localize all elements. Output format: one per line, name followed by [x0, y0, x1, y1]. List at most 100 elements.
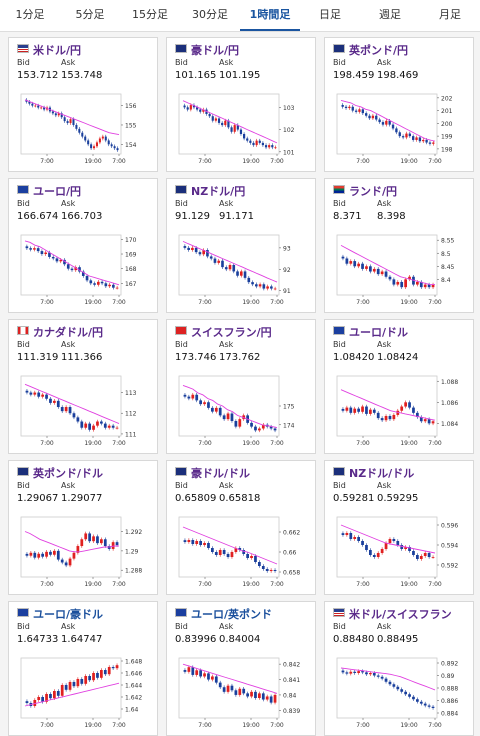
tab-timeframe[interactable]: 月足: [439, 8, 461, 21]
candle-body: [400, 406, 404, 411]
y-tick-label: 0.592: [441, 563, 458, 570]
candle-body: [232, 265, 236, 272]
currency-pair-link[interactable]: ユーロ/円: [17, 183, 81, 199]
candle-body: [238, 419, 242, 427]
currency-pair-name[interactable]: カナダドル/円: [33, 326, 104, 339]
candle-body: [431, 284, 435, 288]
candle-body: [218, 550, 222, 555]
rate-card[interactable]: ユーロ/豪ドル Bid Ask 1.64733 1.64747 1.648 1.646 1.6…: [8, 601, 158, 736]
currency-pair-link[interactable]: 米ドル/円: [17, 42, 81, 58]
candle-body: [431, 421, 435, 424]
candle-body: [396, 541, 400, 545]
currency-pair-name[interactable]: ユーロ/英ポンド: [191, 608, 273, 621]
rate-card[interactable]: 英ポンド/ドル Bid Ask 1.29067 1.29077 1.292 1.29 1.28…: [8, 460, 158, 595]
candle-body: [254, 556, 257, 562]
tab-timeframe[interactable]: 30分足: [192, 8, 228, 21]
currency-pair-link[interactable]: ランド/円: [333, 183, 397, 199]
candle-body: [236, 271, 239, 276]
moving-average-line: [182, 526, 278, 565]
currency-pair-link[interactable]: 米ドル/スイスフラン: [333, 606, 452, 622]
rate-card[interactable]: 豪ドル/ドル Bid Ask 0.65809 0.65818 0.662 0.66 0.658…: [166, 460, 316, 595]
ask-label: Ask: [219, 58, 234, 67]
currency-pair-name[interactable]: ユーロ/円: [33, 185, 82, 198]
tab-timeframe[interactable]: 5分足: [75, 8, 105, 21]
currency-pair-link[interactable]: スイスフラン/円: [175, 324, 272, 340]
currency-pair-link[interactable]: 豪ドル/ドル: [175, 465, 250, 481]
currency-pair-name[interactable]: 米ドル/円: [33, 44, 82, 57]
currency-pair-name[interactable]: NZドル/円: [191, 185, 246, 198]
rate-card[interactable]: ランド/円 Bid Ask 8.371 8.398 8.55 8.5 8.45 8.4 7:00 1…: [324, 178, 474, 313]
ask-price: 0.84004: [219, 634, 261, 645]
currency-pair-link[interactable]: 豪ドル/円: [175, 42, 239, 58]
candle-body: [365, 545, 368, 550]
rate-card[interactable]: NZドル/円 Bid Ask 91.129 91.171 93 92 91 7:00 19:00 7…: [166, 178, 316, 313]
y-tick-label: 1.086: [441, 400, 458, 407]
currency-pair-link[interactable]: ユーロ/豪ドル: [17, 606, 103, 622]
currency-pair-name[interactable]: ユーロ/ドル: [349, 326, 409, 339]
x-tick-label: 19:00: [242, 722, 259, 729]
tab-timeframe[interactable]: 日足: [319, 8, 341, 21]
rate-card[interactable]: 英ポンド/円 Bid Ask 198.459 198.469 202 201 200 199 19…: [324, 37, 474, 172]
currency-pair-link[interactable]: 英ポンド/円: [333, 42, 408, 58]
y-tick-label: 0.594: [441, 543, 458, 550]
candle-body: [115, 287, 119, 289]
tab-timeframe[interactable]: 1分足: [15, 8, 45, 21]
ask-price: 111.366: [61, 352, 103, 363]
candle-body: [195, 541, 199, 544]
tab-timeframe[interactable]: 週足: [379, 8, 401, 21]
rate-card[interactable]: ユーロ/円 Bid Ask 166.674 166.703 170 169 168 167 7:0…: [8, 178, 158, 313]
candle-body: [41, 697, 44, 702]
new-zealand-flag-icon: [333, 467, 345, 476]
candle-body: [84, 423, 88, 428]
candle-body: [112, 284, 115, 288]
candle-body: [187, 396, 191, 399]
candle-body: [242, 688, 246, 694]
rate-card[interactable]: ユーロ/英ポンド Bid Ask 0.83996 0.84004 0.842 0.841 0.…: [166, 601, 316, 736]
rate-card[interactable]: NZドル/ドル Bid Ask 0.59281 0.59295 0.596 0.594 0.5…: [324, 460, 474, 595]
currency-pair-name[interactable]: スイスフラン/円: [191, 326, 272, 339]
y-tick-label: 155: [125, 122, 137, 129]
rate-card[interactable]: 米ドル/スイスフラン Bid Ask 0.88480 0.88495 0.892 0.89 0…: [324, 601, 474, 736]
uk-flag-icon: [333, 44, 345, 53]
candle-body: [258, 284, 262, 287]
candle-body: [246, 554, 249, 558]
rate-card[interactable]: スイスフラン/円 Bid Ask 173.746 173.762 175 174 7:00 19…: [166, 319, 316, 454]
currency-pair-name[interactable]: 米ドル/スイスフラン: [349, 608, 452, 621]
candle-body: [45, 694, 48, 702]
candle-body: [266, 286, 269, 289]
currency-pair-name[interactable]: 英ポンド/円: [349, 44, 409, 57]
rate-card[interactable]: 米ドル/円 Bid Ask 153.712 153.748 156 155 154 7:00 19…: [8, 37, 158, 172]
tab-timeframe[interactable]: 15分足: [132, 8, 168, 21]
candle-body: [392, 684, 396, 687]
candle-body: [384, 416, 388, 421]
bid-label: Bid: [175, 58, 188, 67]
currency-pair-link[interactable]: NZドル/ドル: [333, 465, 414, 481]
candle-body: [243, 271, 247, 278]
currency-pair-link[interactable]: カナダドル/円: [17, 324, 103, 340]
y-tick-label: 1.64: [125, 707, 139, 714]
candle-body: [70, 268, 74, 271]
candle-body: [33, 552, 37, 558]
currency-pair-name[interactable]: NZドル/ドル: [349, 467, 415, 480]
y-tick-label: 169: [125, 252, 137, 259]
candle-body: [93, 283, 96, 285]
rate-card[interactable]: ユーロ/ドル Bid Ask 1.08420 1.08424 1.088 1.086 1.08…: [324, 319, 474, 454]
currency-pair-link[interactable]: NZドル/円: [175, 183, 245, 199]
candle-body: [269, 426, 273, 429]
candle-body: [349, 407, 353, 413]
x-tick-label: 7:00: [428, 440, 442, 447]
rate-card[interactable]: 豪ドル/円 Bid Ask 101.165 101.195 103 102 101 7:00 19…: [166, 37, 316, 172]
currency-pair-name[interactable]: ランド/円: [349, 185, 398, 198]
moving-average-line: [24, 682, 120, 707]
currency-pair-link[interactable]: ユーロ/ドル: [333, 324, 408, 340]
tab-timeframe[interactable]: 1時間足: [240, 0, 300, 31]
currency-pair-link[interactable]: ユーロ/英ポンド: [175, 606, 272, 622]
currency-pair-name[interactable]: 英ポンド/ドル: [33, 467, 104, 480]
currency-pair-name[interactable]: 豪ドル/円: [191, 44, 240, 57]
rate-card[interactable]: カナダドル/円 Bid Ask 111.319 111.366 113 112 111 7:00…: [8, 319, 158, 454]
candle-body: [361, 406, 364, 412]
x-tick-label: 7:00: [428, 158, 442, 165]
currency-pair-name[interactable]: 豪ドル/ドル: [191, 467, 251, 480]
currency-pair-link[interactable]: 英ポンド/ドル: [17, 465, 103, 481]
currency-pair-name[interactable]: ユーロ/豪ドル: [33, 608, 104, 621]
